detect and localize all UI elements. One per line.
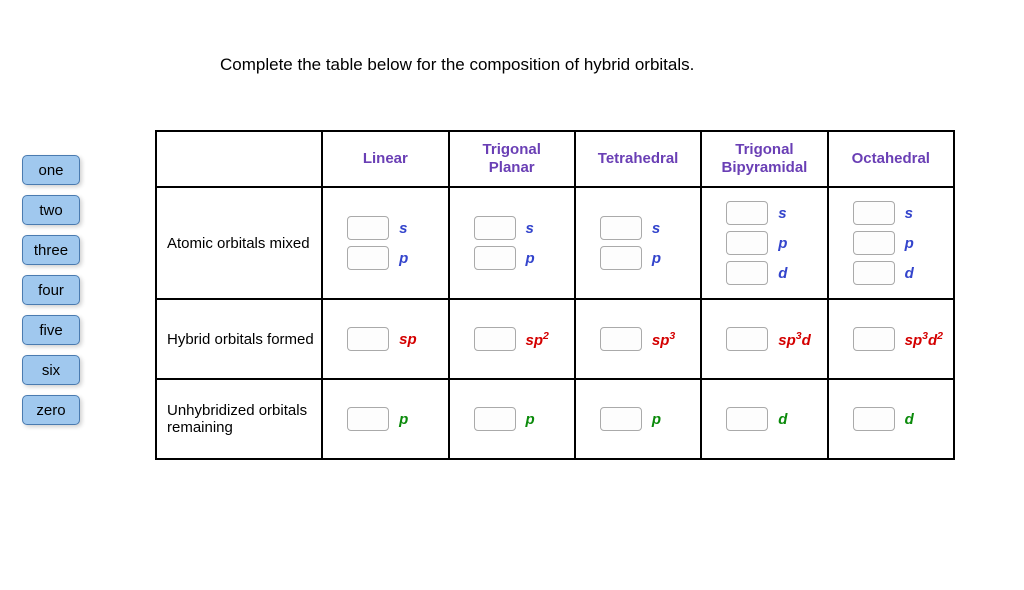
slot-unhyb-trigbipy[interactable] [726,407,768,431]
col-header-tetra: Tetrahedral [574,132,700,186]
label-s: s [399,220,407,237]
cell-atomic-linear: s p [321,188,447,298]
label-s: s [905,205,913,222]
label-s: s [652,220,660,237]
label-sp3d: sp3d [778,330,811,349]
slot-unhyb-octa[interactable] [853,407,895,431]
slot-atomic-linear-p[interactable] [347,246,389,270]
slot-atomic-trigplan-p[interactable] [474,246,516,270]
cell-unhyb-tetra: p [574,380,700,458]
slot-unhyb-linear[interactable] [347,407,389,431]
slot-hybrid-linear[interactable] [347,327,389,351]
label-sp3d2: sp3d2 [905,330,943,349]
slot-hybrid-tetra[interactable] [600,327,642,351]
slot-atomic-octa-d[interactable] [853,261,895,285]
label-sp: sp [399,331,417,348]
slot-atomic-octa-s[interactable] [853,201,895,225]
slot-atomic-tetra-s[interactable] [600,216,642,240]
cell-unhyb-linear: p [321,380,447,458]
label-p: p [399,411,408,428]
col-header-linear: Linear [321,132,447,186]
label-s: s [778,205,786,222]
label-sp3: sp3 [652,330,675,349]
cell-hybrid-tetra: sp3 [574,300,700,378]
cell-hybrid-octa: sp3d2 [827,300,953,378]
choice-three[interactable]: three [22,235,80,265]
slot-atomic-trigplan-s[interactable] [474,216,516,240]
slot-unhyb-trigplan[interactable] [474,407,516,431]
row-label-unhyb: Unhybridized orbitals remaining [157,380,321,458]
cell-hybrid-trigbipy: sp3d [700,300,826,378]
label-s: s [526,220,534,237]
row-label-hybrid: Hybrid orbitals formed [157,300,321,378]
slot-atomic-tetra-p[interactable] [600,246,642,270]
choice-two[interactable]: two [22,195,80,225]
cell-hybrid-trigplan: sp2 [448,300,574,378]
label-p: p [526,250,535,267]
label-d: d [778,265,787,282]
col-header-octa: Octahedral [827,132,953,186]
label-p: p [905,235,914,252]
row-hybrid: Hybrid orbitals formed sp sp2 sp3 sp3d s… [157,298,953,378]
cell-atomic-tetra: s p [574,188,700,298]
label-p: p [526,411,535,428]
label-p: p [778,235,787,252]
cell-atomic-octa: s p d [827,188,953,298]
cell-unhyb-trigplan: p [448,380,574,458]
slot-hybrid-octa[interactable] [853,327,895,351]
label-p: p [652,411,661,428]
slot-hybrid-trigbipy[interactable] [726,327,768,351]
table-header-row: Linear TrigonalPlanar Tetrahedral Trigon… [157,132,953,186]
choice-four[interactable]: four [22,275,80,305]
slot-atomic-trigbipy-s[interactable] [726,201,768,225]
slot-hybrid-trigplan[interactable] [474,327,516,351]
row-unhyb: Unhybridized orbitals remaining p p p d … [157,378,953,458]
choice-zero[interactable]: zero [22,395,80,425]
row-label-atomic: Atomic orbitals mixed [157,188,321,298]
cell-unhyb-octa: d [827,380,953,458]
page: Complete the table below for the composi… [0,0,1024,590]
row-atomic: Atomic orbitals mixed s p s p s p s p d … [157,186,953,298]
slot-atomic-octa-p[interactable] [853,231,895,255]
cell-hybrid-linear: sp [321,300,447,378]
slot-atomic-linear-s[interactable] [347,216,389,240]
label-p: p [399,250,408,267]
cell-atomic-trigbipy: s p d [700,188,826,298]
slot-unhyb-tetra[interactable] [600,407,642,431]
label-d: d [905,265,914,282]
slot-atomic-trigbipy-p[interactable] [726,231,768,255]
choice-one[interactable]: one [22,155,80,185]
choice-six[interactable]: six [22,355,80,385]
cell-unhyb-trigbipy: d [700,380,826,458]
choice-five[interactable]: five [22,315,80,345]
instruction-text: Complete the table below for the composi… [220,55,694,75]
label-d: d [905,411,914,428]
col-header-trig-plan: TrigonalPlanar [448,132,574,186]
header-blank [157,132,321,186]
label-p: p [652,250,661,267]
label-d: d [778,411,787,428]
orbital-table: Linear TrigonalPlanar Tetrahedral Trigon… [155,130,955,460]
answer-choices: one two three four five six zero [22,155,80,425]
label-sp2: sp2 [526,330,549,349]
col-header-trig-bipy: TrigonalBipyramidal [700,132,826,186]
cell-atomic-trigplan: s p [448,188,574,298]
slot-atomic-trigbipy-d[interactable] [726,261,768,285]
